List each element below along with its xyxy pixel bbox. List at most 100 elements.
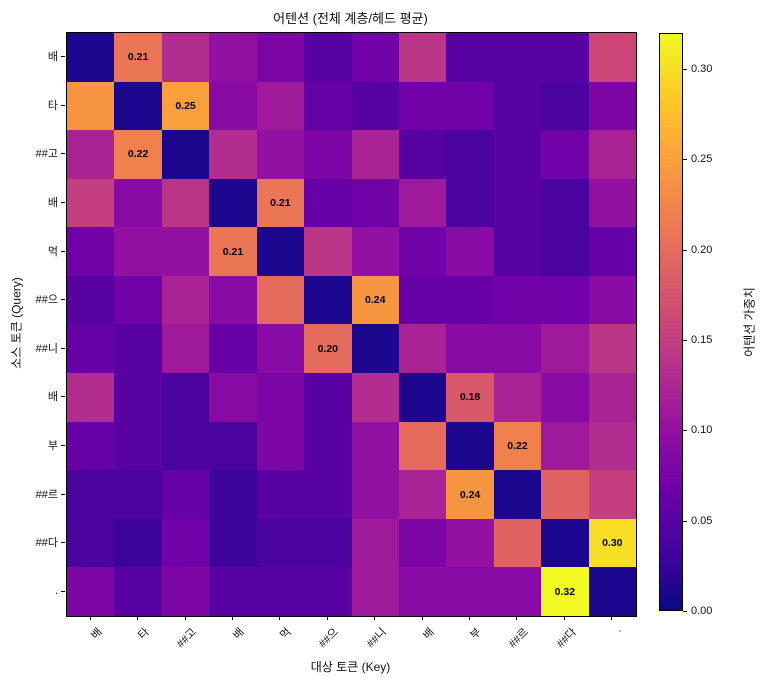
y-tick-label: 배 [47, 197, 58, 210]
heatmap-cell [351, 81, 399, 131]
heatmap-cell [541, 81, 589, 131]
colorbar-tick-mark [683, 69, 687, 70]
heatmap-cell: 0.22 [493, 421, 542, 471]
heatmap-cell [588, 275, 636, 325]
heatmap-cell [493, 81, 542, 131]
heatmap-cell [67, 227, 115, 276]
heatmap-cell [446, 324, 494, 374]
cell-annotation: 0.21 [270, 197, 291, 210]
y-tick-label: 먹 [47, 245, 58, 258]
x-tick-mark [185, 616, 186, 620]
heatmap-cell [161, 130, 210, 179]
cell-annotation: 0.24 [459, 488, 481, 501]
heatmap-cell [398, 275, 447, 325]
x-tick-label: ##고 [174, 626, 200, 651]
heatmap-cell [161, 373, 210, 422]
y-tick-mark [61, 591, 65, 592]
heatmap-cell [161, 178, 210, 228]
heatmap-cell [446, 518, 494, 568]
heatmap-cell [67, 275, 115, 325]
heatmap-cell [67, 470, 115, 519]
heatmap-cell [67, 324, 115, 374]
y-tick-mark [61, 348, 65, 349]
heatmap-cell [398, 178, 447, 228]
heatmap-cell [67, 81, 115, 131]
heatmap-cell [304, 178, 352, 228]
y-tick-mark [61, 445, 65, 446]
heatmap-cell [398, 373, 447, 422]
colorbar [659, 33, 683, 611]
heatmap-cell [67, 567, 115, 616]
y-tick-mark [61, 494, 65, 495]
heatmap-cell [304, 470, 352, 519]
heatmap-cell [114, 81, 162, 131]
heatmap-cell [398, 567, 447, 616]
x-tick-label: ##다 [554, 626, 579, 651]
heatmap-cell [161, 324, 210, 374]
heatmap-cell [351, 518, 399, 568]
heatmap-cell: 0.21 [114, 33, 162, 82]
heatmap-cell [67, 130, 115, 179]
heatmap-cell [493, 470, 542, 519]
heatmap-cell [588, 178, 636, 228]
cell-annotation: 0.20 [317, 342, 338, 355]
heatmap-cell [304, 567, 352, 616]
heatmap-cell [493, 178, 542, 228]
x-tick-mark [279, 616, 280, 620]
x-tick-mark [516, 616, 517, 620]
heatmap-cell [398, 324, 447, 374]
heatmap-cell [541, 373, 589, 422]
heatmap-cell [304, 81, 352, 131]
heatmap-cell [209, 470, 257, 519]
y-tick-mark [61, 542, 65, 543]
heatmap-cell [304, 275, 352, 325]
y-tick-label: ##르 [35, 488, 58, 501]
heatmap-cell [398, 421, 447, 471]
heatmap-cell: 0.24 [351, 275, 399, 325]
heatmap-grid: 0.21 0.25 0.22 0.21 0.21 0.24 0.20 0.18 0.22 0.24… [66, 32, 637, 617]
heatmap-cell [256, 373, 305, 422]
colorbar-tick-label: 0.00 [691, 605, 713, 617]
x-tick-label: 먹 [278, 626, 294, 642]
colorbar-tick-label: 0.25 [691, 153, 713, 166]
heatmap-cell [398, 33, 447, 82]
heatmap-cell [351, 33, 399, 82]
heatmap-cell [256, 227, 305, 276]
cell-annotation: 0.32 [554, 585, 576, 598]
heatmap-cell [256, 275, 305, 325]
colorbar-tick-mark [683, 250, 687, 251]
y-tick-mark [61, 105, 65, 106]
x-tick-label: 배 [88, 626, 105, 642]
heatmap-cell [398, 81, 447, 131]
heatmap-cell [67, 178, 115, 228]
cell-annotation: 0.25 [175, 99, 196, 112]
heatmap-cell [398, 518, 447, 568]
heatmap-cell [114, 373, 162, 422]
y-tick-label: ##니 [35, 342, 58, 355]
heatmap-cell [588, 373, 636, 422]
x-tick-mark [137, 616, 138, 620]
heatmap-cell [398, 470, 447, 519]
heatmap-cell [209, 81, 257, 131]
heatmap-cell [304, 130, 352, 179]
heatmap-cell [161, 421, 210, 471]
colorbar-gradient [660, 34, 682, 610]
y-tick-label: 타 [47, 99, 58, 112]
cell-annotation: 0.21 [127, 51, 149, 64]
heatmap-cell: 0.22 [114, 130, 162, 179]
colorbar-label: 어텐션 가중치 [742, 287, 757, 357]
heatmap-cell [256, 324, 305, 374]
heatmap-cell [256, 33, 305, 82]
colorbar-tick-mark [683, 430, 687, 431]
heatmap-cell [446, 178, 494, 228]
heatmap-cell [256, 130, 305, 179]
heatmap-cell [114, 421, 162, 471]
heatmap-cell: 0.24 [446, 470, 494, 519]
heatmap-cell [256, 421, 305, 471]
x-tick-label: 배 [230, 626, 247, 642]
heatmap-cell [351, 178, 399, 228]
y-tick-label: ##다 [35, 537, 58, 550]
y-tick-mark [61, 153, 65, 154]
heatmap-cell [588, 567, 636, 616]
heatmap-cell [588, 33, 636, 82]
